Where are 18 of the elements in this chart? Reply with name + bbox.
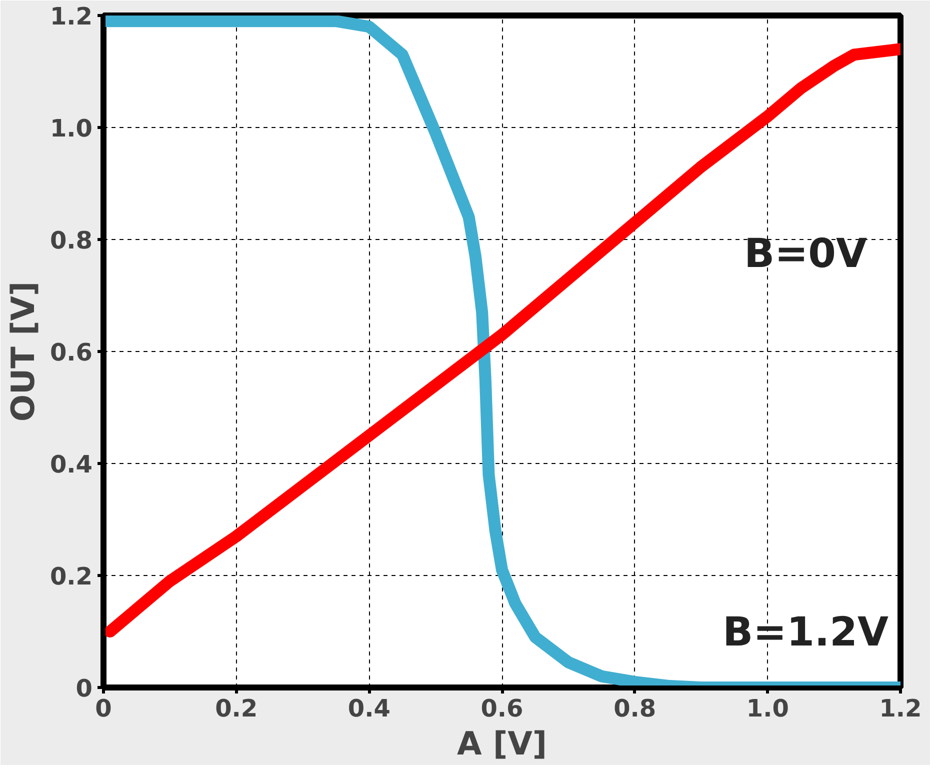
y-tick-label: 0.2: [50, 562, 92, 590]
series-label: B=0V: [744, 231, 867, 278]
x-tick-label: 0.6: [480, 694, 524, 722]
x-tick-label: 0: [95, 694, 112, 722]
x-tick-label: 0.8: [614, 694, 656, 722]
x-tick-label: 0.2: [215, 694, 258, 722]
series-label: B=1.2V: [722, 610, 888, 656]
y-tick-label: 0.8: [50, 226, 92, 254]
y-tick-label: 0.6: [50, 338, 92, 366]
y-tick-label: 0.4: [50, 450, 92, 478]
x-axis-title: A [V]: [457, 724, 547, 762]
x-tick-label: 1.0: [746, 694, 789, 722]
y-tick-label: 0: [76, 674, 93, 702]
y-axis-title: OUT [V]: [4, 281, 42, 422]
y-tick-label: 1.0: [50, 114, 92, 142]
x-tick-label: 1.2: [879, 694, 922, 722]
x-tick-label: 0.4: [348, 694, 390, 722]
y-tick-label: 1.2: [50, 2, 92, 30]
